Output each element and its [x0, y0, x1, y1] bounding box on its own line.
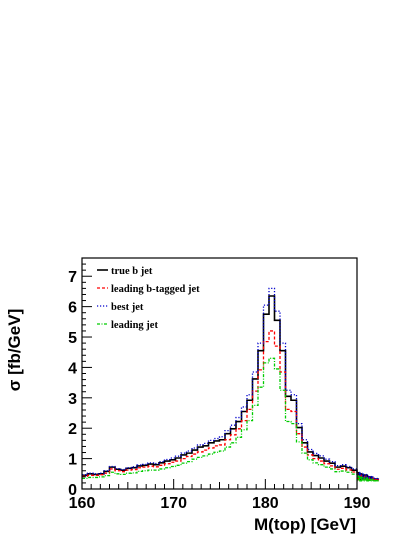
- y-tick-label: 3: [68, 391, 77, 408]
- series-layer: [82, 287, 380, 482]
- x-axis-title: M(top) [GeV]: [254, 515, 356, 534]
- y-tick-label: 5: [68, 330, 77, 347]
- y-axis-title: σ [fb/GeV]: [5, 309, 24, 391]
- y-tick-label: 6: [68, 300, 77, 317]
- y-tick-label: 4: [68, 360, 77, 377]
- series-line-3: [82, 357, 380, 482]
- series-line-1: [82, 330, 380, 481]
- x-tick-label: 160: [69, 495, 96, 512]
- y-tick-label: 2: [68, 421, 77, 438]
- x-tick-label: 170: [160, 495, 187, 512]
- legend: true b jet leading b-tagged jet best jet le…: [97, 266, 200, 331]
- y-tick-label: 1: [68, 452, 77, 469]
- y-tick-label: 0: [68, 482, 77, 499]
- y-tick-label: 7: [68, 269, 77, 286]
- x-tick-label: 190: [344, 495, 371, 512]
- series-line-2: [82, 287, 380, 480]
- legend-label-2: best jet: [111, 302, 144, 313]
- axes-layer: 160 170 180 190 0 1 2 3 4 5 6 7: [68, 257, 371, 512]
- x-tick-label: 180: [252, 495, 279, 512]
- legend-label-1: leading b-tagged jet: [111, 284, 200, 295]
- legend-label-0: true b jet: [111, 266, 153, 277]
- legend-label-3: leading jet: [111, 320, 158, 331]
